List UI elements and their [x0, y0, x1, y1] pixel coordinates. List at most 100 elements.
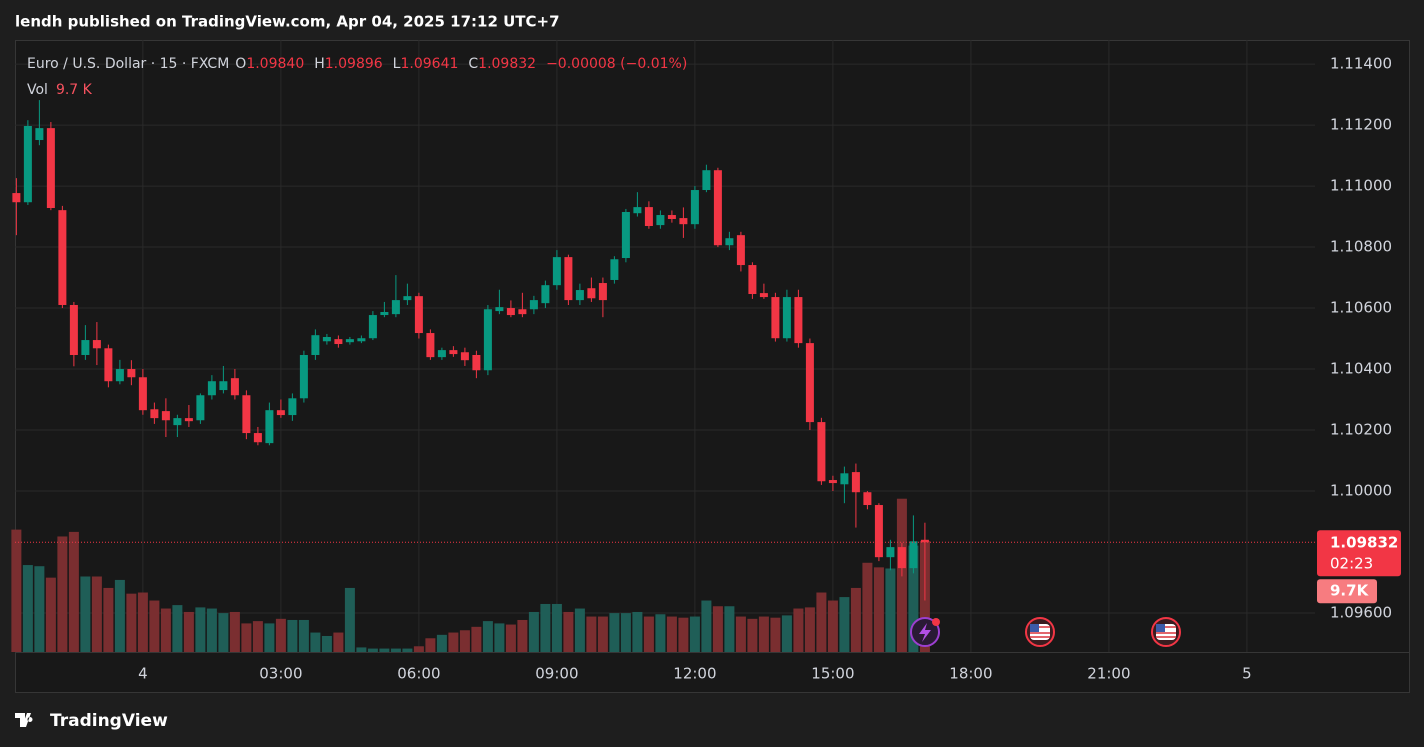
candle-body — [196, 395, 205, 421]
candle-body — [736, 235, 745, 266]
volume-bar — [804, 607, 815, 652]
flag-canton — [1156, 624, 1165, 632]
last-price-box — [1317, 530, 1401, 577]
volume-bar — [666, 616, 677, 652]
volume-bar — [183, 611, 194, 652]
candle-body — [437, 350, 446, 358]
volume-bar — [540, 603, 551, 652]
candle-body — [828, 480, 837, 484]
flag-stripes — [1156, 626, 1176, 638]
y-tick-label: 1.09600 — [1330, 603, 1392, 621]
volume-bar — [195, 607, 206, 652]
y-tick-label: 1.10000 — [1330, 481, 1392, 499]
candle-body — [265, 410, 274, 444]
plot — [11, 40, 1315, 652]
candle-body — [127, 369, 136, 378]
volume-bar — [862, 562, 873, 652]
volume-bar — [22, 565, 33, 652]
volume-bar — [482, 621, 493, 652]
candle-body — [357, 338, 366, 342]
candle-body — [644, 207, 653, 227]
candle-body — [897, 547, 906, 569]
candle-body — [230, 378, 239, 396]
candle-body — [805, 343, 814, 423]
volume-bar — [850, 587, 861, 652]
volume-bar — [91, 576, 102, 652]
volume-legend: Vol 9.7 K — [27, 82, 93, 98]
candle-body — [679, 218, 688, 225]
candle-body — [115, 369, 124, 382]
candle-body — [184, 418, 193, 422]
candle-body — [920, 539, 929, 543]
candle-body — [817, 422, 826, 482]
close: 1.09832 — [478, 56, 536, 72]
volume-bar — [747, 618, 758, 652]
candle-body — [242, 395, 251, 434]
candle-body — [345, 339, 354, 343]
x-tick-label: 21:00 — [1087, 665, 1130, 683]
candle-body — [391, 300, 400, 315]
volume-bar — [402, 648, 413, 652]
y-tick-label: 1.10600 — [1330, 299, 1392, 317]
header: lendh published on TradingView.com, Apr … — [15, 13, 560, 31]
countdown: 02:23 — [1330, 555, 1373, 573]
volume-bar — [528, 611, 539, 652]
y-tick-label: 1.10800 — [1330, 238, 1392, 256]
volume-bar — [655, 614, 666, 652]
volume-bar — [701, 600, 712, 652]
candle-body — [138, 377, 147, 411]
y-tick-label: 1.11000 — [1330, 177, 1392, 195]
candle-body — [587, 288, 596, 299]
volume-bar — [126, 593, 137, 652]
x-tick-label: 12:00 — [673, 665, 716, 683]
volume-bar — [689, 616, 700, 652]
volume-bar — [712, 606, 723, 652]
candle-body — [426, 333, 435, 358]
volume-bar — [436, 634, 447, 652]
candle-body — [633, 207, 642, 214]
volume-bar — [80, 576, 91, 652]
candle-body — [207, 381, 216, 396]
event-dot — [932, 618, 940, 626]
volume-bar — [34, 566, 45, 652]
volume-bar — [724, 606, 735, 652]
volume-bar — [908, 545, 919, 652]
volume-bar — [632, 611, 643, 652]
candle-body — [23, 125, 32, 203]
volume-bar — [321, 635, 332, 652]
volume-bar — [45, 577, 56, 652]
volume-bar — [241, 623, 252, 652]
candle-body — [782, 297, 791, 339]
candle-body — [472, 354, 481, 371]
volume-bar — [643, 616, 654, 652]
volume-bar — [425, 638, 436, 652]
y-tick-label: 1.10400 — [1330, 360, 1392, 378]
volume-bar — [172, 605, 183, 652]
x-tick-label: 03:00 — [259, 665, 302, 683]
candle-body — [276, 410, 285, 416]
candle-body — [483, 309, 492, 371]
symbol: Euro / U.S. Dollar · 15 · FXCM — [27, 56, 229, 72]
low-label: L — [393, 56, 401, 72]
candle-body — [219, 381, 228, 391]
legend: Euro / U.S. Dollar · 15 · FXCM O1.09840 H1… — [27, 56, 687, 72]
x-tick-label: 4 — [138, 665, 148, 683]
candle-body — [771, 297, 780, 339]
candle-body — [702, 170, 711, 191]
high-label: H — [314, 56, 325, 72]
x-tick-label: 09:00 — [535, 665, 578, 683]
volume-bar — [827, 600, 838, 652]
candle-body — [598, 283, 607, 301]
x-tick-label: 5 — [1242, 665, 1252, 683]
candle-body — [368, 315, 377, 339]
volume-bar — [68, 531, 79, 652]
candle-body — [58, 210, 67, 305]
candle-body — [311, 335, 320, 355]
volume-bar — [494, 623, 505, 652]
volume-bar — [252, 621, 263, 652]
candle-body — [909, 541, 918, 569]
candle-body — [863, 492, 872, 506]
volume-bar — [367, 648, 378, 652]
candle-body — [794, 297, 803, 344]
candle-body — [506, 308, 515, 316]
